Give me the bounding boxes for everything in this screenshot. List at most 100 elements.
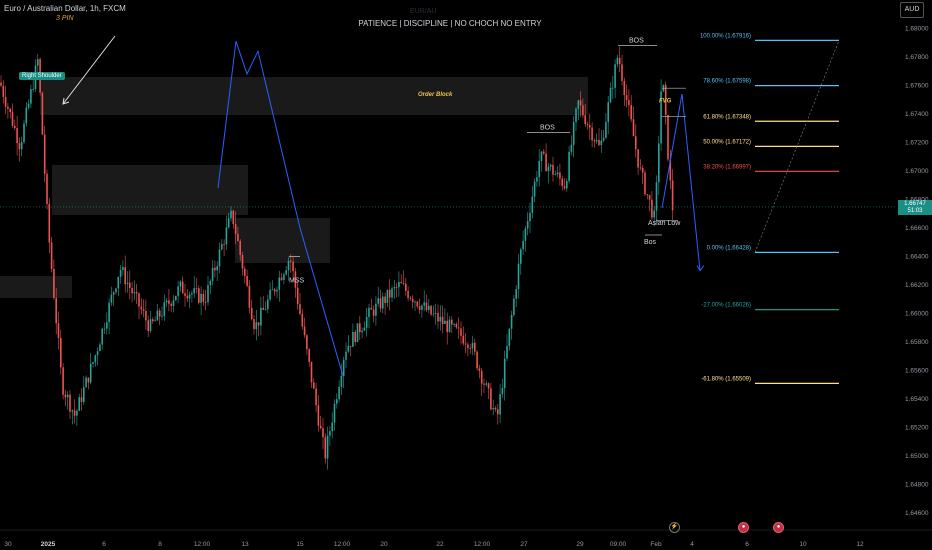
candle-body — [290, 260, 292, 262]
candle-body — [421, 305, 423, 310]
candle-body — [7, 106, 9, 109]
candle-body — [99, 344, 101, 352]
candle-body — [340, 376, 343, 387]
candle-body — [536, 177, 538, 182]
y-tick-label: 1.66200 — [905, 282, 929, 289]
zone-box-2 — [235, 218, 330, 263]
candle-body — [80, 397, 83, 402]
candle-body — [517, 263, 520, 290]
candle-body — [292, 261, 294, 272]
candle-body — [11, 112, 14, 126]
candle-body — [60, 338, 62, 368]
candle-body — [115, 288, 117, 293]
candle-body — [188, 294, 191, 299]
candle-body — [522, 240, 524, 250]
candle-body — [363, 327, 366, 331]
candle-body — [595, 139, 598, 142]
x-tick-label: 09:00 — [610, 541, 627, 548]
candle-body — [283, 274, 285, 280]
candle-body — [529, 212, 531, 222]
candle-body — [359, 323, 361, 333]
x-tick-label: 15 — [296, 541, 304, 548]
economic-event-icon[interactable]: ● — [738, 522, 749, 533]
candle-body — [92, 362, 94, 364]
x-tick-label: 6 — [745, 541, 749, 548]
x-tick-label: 4 — [690, 541, 694, 548]
candle-body — [25, 107, 28, 124]
y-tick-label: 1.66600 — [905, 225, 929, 232]
candle-body — [57, 323, 60, 339]
candle-body — [469, 348, 471, 349]
candle-body — [515, 289, 517, 299]
candle-body — [538, 161, 540, 178]
candle-body — [147, 320, 149, 332]
candle-body — [635, 136, 637, 150]
candle-body — [78, 397, 80, 411]
zone-box-1 — [52, 165, 248, 215]
bar-countdown: 51:03 — [907, 207, 923, 214]
candle-body — [375, 303, 377, 316]
candle-body — [506, 346, 508, 359]
economic-event-icon[interactable]: ● — [773, 522, 784, 533]
candle-body — [306, 335, 308, 350]
candle-body — [103, 328, 106, 330]
candle-body — [110, 294, 113, 303]
candle-body — [168, 300, 170, 304]
trend-arrowhead — [62, 97, 70, 105]
candle-body — [129, 282, 131, 288]
candle-body — [223, 244, 225, 245]
last-price-tag: 1.66747 51:03 — [898, 199, 932, 215]
candle-body — [345, 351, 347, 360]
candle-body — [122, 267, 124, 270]
candle-body — [510, 314, 513, 329]
candle-body — [55, 298, 57, 324]
candle-body — [66, 394, 69, 398]
candle-body — [14, 125, 16, 128]
right-shoulder-label: Right Shoulder — [19, 72, 65, 80]
candle-body — [411, 298, 414, 303]
candle-body — [186, 295, 189, 299]
candle-body — [0, 82, 2, 86]
candle-body — [43, 134, 46, 174]
candle-body — [554, 174, 557, 176]
fib-level-label: 50.00% (1.67172) — [703, 139, 751, 145]
candle-body — [377, 298, 379, 304]
candle-body — [499, 394, 501, 415]
candle-body — [218, 249, 221, 267]
x-tick-label: 27 — [520, 541, 528, 548]
candle-body — [154, 320, 156, 322]
candle-body — [462, 335, 465, 344]
candle-body — [142, 309, 145, 311]
candle-body — [614, 64, 616, 88]
candle-body — [513, 298, 515, 315]
x-tick-label: Feb — [650, 541, 662, 548]
candle-body — [138, 293, 140, 307]
candle-body — [430, 305, 432, 315]
candle-body — [165, 300, 168, 303]
candle-body — [303, 326, 306, 336]
candle-body — [655, 182, 658, 211]
candle-body — [423, 302, 425, 306]
lightning-event-icon[interactable]: ⚡ — [669, 522, 680, 533]
candle-body — [255, 322, 258, 330]
candle-body — [221, 244, 223, 250]
fib-level-label: 0.00% (1.66428) — [707, 245, 751, 251]
candle-body — [296, 287, 299, 305]
candle-body — [444, 320, 446, 324]
fvg-label: FVG — [659, 98, 672, 104]
y-tick-label: 1.66400 — [905, 253, 929, 260]
candle-body — [342, 359, 345, 377]
candle-body — [241, 254, 244, 269]
candle-body — [480, 370, 483, 384]
candle-body — [388, 289, 391, 298]
candle-body — [276, 289, 278, 292]
candle-body — [347, 345, 350, 352]
trading-motto: PATIENCE | DISCIPLINE | NO CHOCH NO ENTR… — [358, 19, 542, 28]
fib-level-label: -61.80% (1.65509) — [701, 376, 751, 382]
currency-button[interactable]: AUD — [900, 2, 924, 18]
candle-body — [566, 181, 568, 189]
candle-body — [402, 283, 405, 284]
projection-arrowhead — [696, 265, 705, 272]
candle-body — [262, 307, 264, 310]
